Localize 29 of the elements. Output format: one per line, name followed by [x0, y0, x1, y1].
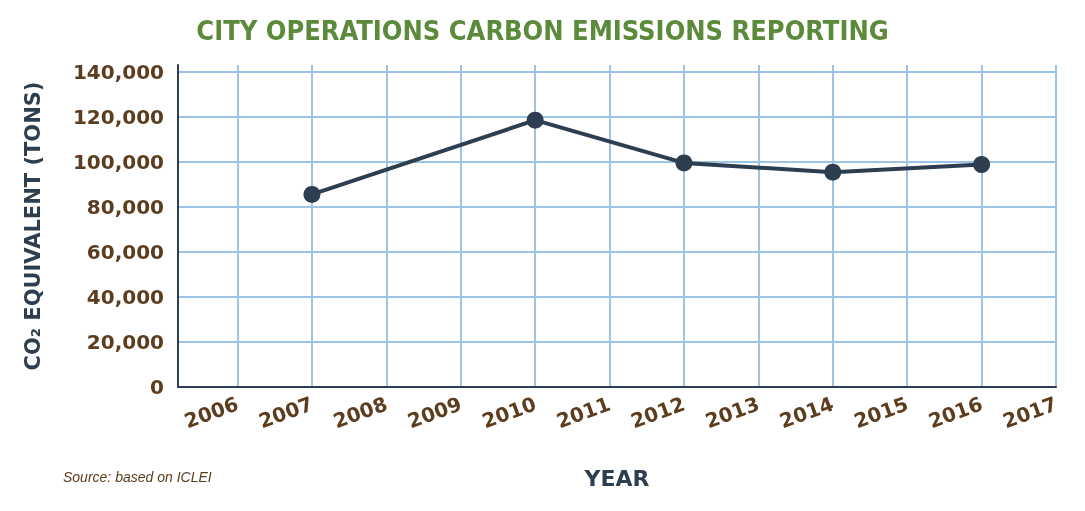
x-axis-title: YEAR — [583, 465, 650, 491]
y-tick-label: 140,000 — [72, 59, 164, 84]
x-tick-label: 2006 — [181, 391, 242, 434]
y-tick-label: 100,000 — [72, 149, 164, 174]
y-tick-label: 80,000 — [86, 194, 164, 219]
y-tick-label: 120,000 — [72, 104, 164, 129]
x-tick-label: 2015 — [850, 391, 912, 434]
chart-title: CITY OPERATIONS CARBON EMISSIONS REPORTING — [196, 15, 889, 46]
y-tick-label: 20,000 — [86, 329, 164, 354]
point — [973, 156, 991, 174]
x-tick-label: 2013 — [701, 391, 763, 434]
x-tick-label: 2017 — [999, 391, 1061, 434]
y-axis-title: CO₂ EQUIVALENT (TONS) — [20, 81, 45, 371]
point — [526, 111, 544, 129]
y-tick-label: 40,000 — [86, 284, 164, 309]
y-tick-label: 60,000 — [86, 239, 164, 264]
x-tick-label: 2011 — [553, 391, 614, 434]
x-tick-label: 2014 — [776, 391, 837, 434]
y-tick-label: 0 — [150, 375, 164, 399]
point — [824, 163, 842, 181]
x-tick-label: 2010 — [478, 391, 540, 434]
x-tick-label: 2009 — [404, 391, 465, 434]
x-tick-label: 2008 — [329, 391, 391, 434]
point — [675, 154, 693, 172]
source-note: Source: based on ICLEI — [63, 469, 212, 485]
x-tick-label: 2007 — [255, 391, 317, 434]
point — [303, 185, 321, 203]
x-tick-label: 2012 — [627, 391, 689, 434]
x-tick-label: 2016 — [925, 391, 986, 434]
